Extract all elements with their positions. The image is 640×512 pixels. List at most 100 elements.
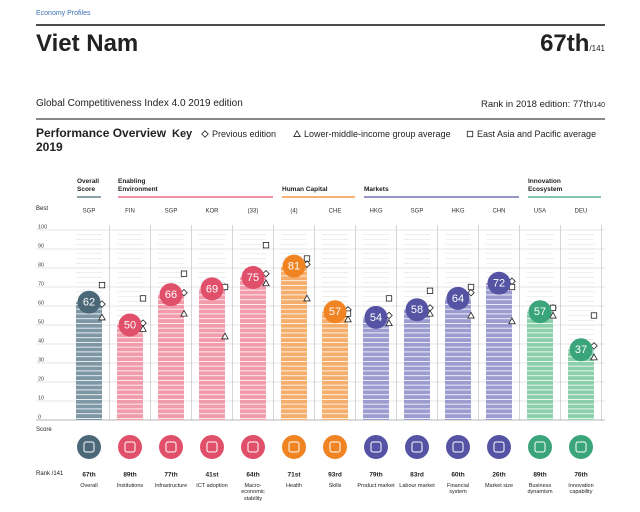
rank-label: 41st xyxy=(205,472,219,479)
marker-triangle xyxy=(180,309,188,317)
legend-title: Key xyxy=(172,128,193,140)
rank: 67th/141 xyxy=(540,30,605,58)
value-label: 57 xyxy=(329,306,341,318)
marker-diamond xyxy=(201,130,209,138)
score-bubble xyxy=(528,300,552,324)
score-bubble xyxy=(487,271,511,295)
score-bubble xyxy=(446,286,470,310)
pillar-icon-glyph xyxy=(452,441,464,453)
y-tick-label: 90 xyxy=(38,243,44,249)
bar xyxy=(158,294,184,420)
legend-label: Lower-middle-income group average xyxy=(304,129,451,139)
marker-square xyxy=(466,130,474,138)
x-tick-label: Business dynamism xyxy=(527,483,553,496)
best-label: SGP xyxy=(165,209,178,215)
pillar-icon xyxy=(569,435,593,459)
pillar-icon-glyph xyxy=(165,441,177,453)
marker-triangle xyxy=(467,311,475,319)
pillar-icon-glyph xyxy=(575,441,587,453)
marker-square xyxy=(467,283,475,291)
pillar-icon xyxy=(282,435,306,459)
bar xyxy=(404,309,430,420)
value-label: 81 xyxy=(288,261,300,273)
marker-square xyxy=(303,255,311,262)
group-label: Overall Score xyxy=(77,178,100,193)
bar xyxy=(240,277,266,420)
rank-label: 93rd xyxy=(328,472,342,479)
pillar-icon-glyph xyxy=(288,441,300,453)
bar xyxy=(117,325,143,420)
rank-label: 89th xyxy=(123,472,136,479)
marker-triangle xyxy=(426,309,434,317)
best-label: (33) xyxy=(248,209,259,215)
marker-square xyxy=(98,281,106,289)
score-bubble xyxy=(200,277,224,301)
marker-triangle xyxy=(590,353,598,361)
marker-square xyxy=(262,242,270,249)
value-label: 75 xyxy=(247,272,259,284)
marker-diamond xyxy=(467,288,475,297)
pillar-icon xyxy=(118,435,142,459)
y-tick-label: 20 xyxy=(38,376,44,382)
pillar-icon-glyph xyxy=(493,441,505,453)
edition: Global Competitiveness Index 4.0 2019 ed… xyxy=(36,98,243,109)
bar xyxy=(199,288,225,420)
pillar-icon-glyph xyxy=(247,441,259,453)
best-label: SGP xyxy=(83,209,96,215)
marker-square xyxy=(426,287,434,294)
value-label: 69 xyxy=(206,283,218,295)
rank-label: 67th xyxy=(82,472,95,479)
best-label: Best xyxy=(36,206,49,212)
x-tick-label: Market size xyxy=(484,483,514,489)
value-label: 66 xyxy=(165,289,177,301)
x-tick-label: Infrastructure xyxy=(154,483,188,489)
best-label: USA xyxy=(534,209,546,215)
bar xyxy=(363,317,389,420)
x-tick-label: Labour market xyxy=(399,483,435,489)
score-bubble xyxy=(323,300,347,324)
bar xyxy=(445,298,471,420)
bar xyxy=(568,349,594,420)
value-label: 64 xyxy=(452,293,464,305)
x-tick-label: Overall xyxy=(80,483,98,489)
pillar-icon xyxy=(528,435,552,459)
previous-total: /140 xyxy=(591,102,605,109)
y-tick-label: 0 xyxy=(38,414,41,420)
previous-rank-value: Rank in 2018 edition: 77th xyxy=(480,99,592,110)
previous-rank: Rank in 2018 edition: 77th/140 xyxy=(480,99,605,111)
rank-label: 64th xyxy=(246,472,259,479)
pillar-icon-glyph xyxy=(206,441,218,453)
score-bubble xyxy=(241,266,265,289)
marker-triangle xyxy=(549,311,557,319)
y-tick-label: 60 xyxy=(38,300,44,306)
rank-label: 77th xyxy=(164,472,177,479)
score-bubble xyxy=(159,283,183,307)
marker-triangle xyxy=(98,313,106,321)
best-label: CHE xyxy=(329,209,342,215)
x-tick-label: ICT adoption xyxy=(196,483,228,489)
value-label: 58 xyxy=(411,304,423,316)
y-tick-label: 30 xyxy=(38,357,44,363)
country: Viet Nam xyxy=(36,30,139,57)
best-label: CHN xyxy=(493,209,506,215)
legend-label: East Asia and Pacific average xyxy=(477,129,597,139)
marker-square xyxy=(180,270,188,277)
pillar-icon-glyph xyxy=(411,441,423,453)
y-tick-label: 40 xyxy=(38,338,44,344)
marker-triangle xyxy=(508,317,516,325)
best-label: KOR xyxy=(205,209,219,215)
pillar-icon xyxy=(241,435,265,459)
best-label: FIN xyxy=(125,209,135,215)
marker-triangle xyxy=(303,294,311,302)
rank-label: 60th xyxy=(451,472,464,479)
bar xyxy=(322,311,348,420)
chart-title: Performance Overview 2019 xyxy=(36,126,167,154)
pillar-icon-glyph xyxy=(83,441,95,453)
bar xyxy=(281,266,307,420)
value-label: 54 xyxy=(370,312,382,324)
x-tick-label: Innovation capability xyxy=(568,483,594,496)
rank-label: 26th xyxy=(492,472,505,479)
score-bubble xyxy=(118,313,142,337)
